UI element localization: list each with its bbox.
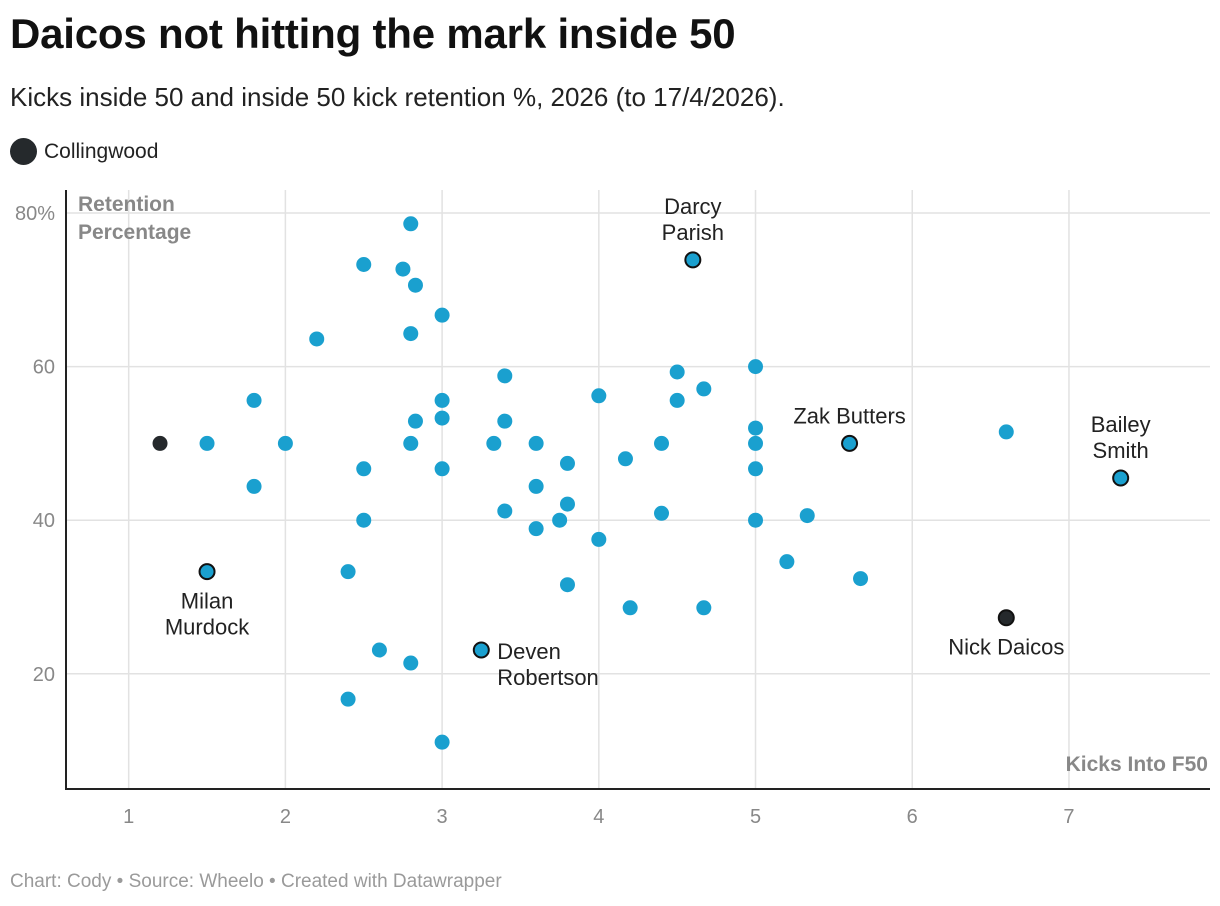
data-point	[528, 478, 544, 494]
data-point	[340, 564, 356, 580]
data-point	[748, 359, 764, 375]
data-points	[152, 216, 1130, 750]
data-point	[617, 451, 633, 467]
data-point	[246, 392, 262, 408]
chart-footer: Chart: Cody • Source: Wheelo • Created w…	[10, 871, 502, 892]
data-point	[340, 691, 356, 707]
legend-swatch-collingwood	[10, 138, 37, 165]
data-point	[277, 435, 293, 451]
point-label: Parish	[662, 220, 724, 245]
point-label: Zak Butters	[793, 403, 905, 428]
data-point-darcy-parish	[684, 251, 702, 269]
data-point	[654, 505, 670, 521]
data-point	[434, 734, 450, 750]
data-point	[403, 326, 419, 342]
data-point	[434, 410, 450, 426]
data-point	[371, 642, 387, 658]
data-point	[434, 392, 450, 408]
point-label: Deven	[497, 639, 561, 664]
data-point	[748, 420, 764, 436]
data-point	[748, 435, 764, 451]
x-tick-label: 5	[750, 806, 761, 828]
data-point	[669, 392, 685, 408]
chart-subtitle: Kicks inside 50 and inside 50 kick reten…	[10, 82, 785, 112]
data-point	[497, 413, 513, 429]
point-label: Bailey	[1091, 412, 1151, 437]
x-axis-title: Kicks Into F50	[1066, 753, 1208, 776]
data-point	[528, 521, 544, 537]
point-label: Darcy	[664, 194, 721, 219]
data-point-collingwood	[152, 435, 168, 451]
point-label: Smith	[1093, 438, 1149, 463]
point-label: Robertson	[497, 665, 599, 690]
y-tick-label: 80%	[15, 203, 55, 225]
y-axis-title: Percentage	[78, 221, 191, 244]
data-point	[528, 435, 544, 451]
y-axis-title: Retention	[78, 193, 175, 216]
x-tick-label: 2	[280, 806, 291, 828]
y-tick-label: 40	[33, 510, 55, 532]
data-point	[748, 512, 764, 528]
data-point	[591, 531, 607, 547]
x-tick-label: 3	[437, 806, 448, 828]
data-point	[497, 503, 513, 519]
data-point	[407, 413, 423, 429]
x-tick-label: 6	[907, 806, 918, 828]
data-point	[622, 600, 638, 616]
data-point	[246, 478, 262, 494]
data-point	[669, 364, 685, 380]
legend-label-collingwood: Collingwood	[44, 139, 159, 163]
grid	[66, 190, 1210, 789]
data-point	[559, 455, 575, 471]
data-point-nick-daicos	[997, 609, 1015, 627]
data-point	[199, 435, 215, 451]
data-point	[748, 461, 764, 477]
data-point	[356, 256, 372, 272]
data-point	[309, 331, 325, 347]
x-tick-label: 1	[123, 806, 134, 828]
data-point	[497, 368, 513, 384]
data-point	[559, 577, 575, 593]
data-point	[356, 461, 372, 477]
data-point	[403, 216, 419, 232]
data-point	[395, 261, 411, 277]
point-label: Milan	[181, 589, 234, 614]
data-point	[998, 424, 1014, 440]
data-point-zak-butters	[841, 434, 859, 452]
point-label: Nick Daicos	[948, 635, 1064, 660]
data-point	[407, 277, 423, 293]
scatter-plot: 1 2 3 4 5 6 7 20 40 60 80% Retention Percentage Kicks…	[15, 190, 1210, 828]
data-point	[654, 435, 670, 451]
y-tick-label: 20	[33, 664, 55, 686]
data-point	[591, 388, 607, 404]
x-tick-label: 4	[593, 806, 604, 828]
data-point-bailey-smith	[1112, 469, 1130, 487]
data-point	[434, 461, 450, 477]
y-tick-label: 60	[33, 357, 55, 379]
data-point	[779, 554, 795, 570]
axes: 1 2 3 4 5 6 7 20 40 60 80% Retention Percentage Kicks…	[15, 190, 1210, 828]
data-point	[403, 435, 419, 451]
point-label: Murdock	[165, 615, 250, 640]
legend: Collingwood	[10, 138, 158, 165]
data-point-milan-murdock	[198, 563, 216, 581]
data-point-deven-robertson	[472, 641, 490, 659]
data-point	[696, 381, 712, 397]
data-point	[552, 512, 568, 528]
data-point	[853, 571, 869, 587]
x-tick-label: 7	[1063, 806, 1074, 828]
data-point	[486, 435, 502, 451]
data-point	[696, 600, 712, 616]
data-point	[356, 512, 372, 528]
data-point	[434, 307, 450, 323]
data-point	[559, 496, 575, 512]
chart-title: Daicos not hitting the mark inside 50	[10, 10, 736, 57]
data-point	[403, 655, 419, 671]
data-point	[799, 508, 815, 524]
